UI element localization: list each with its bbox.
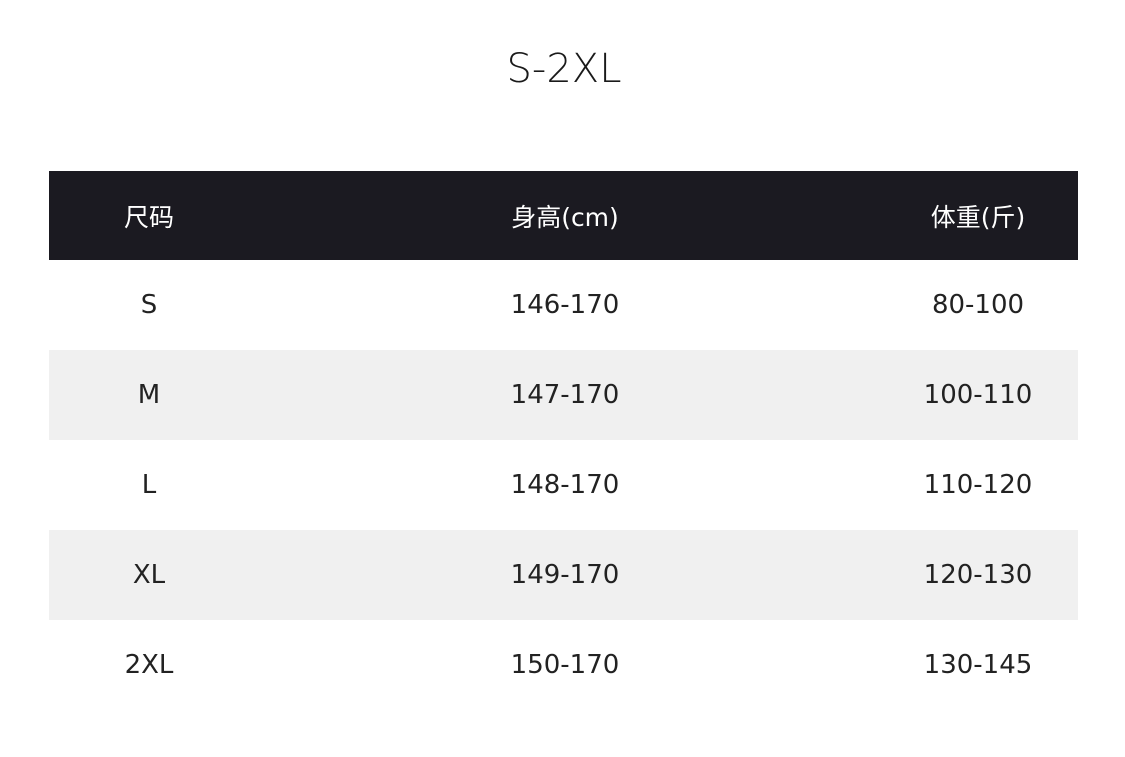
header-height: 身高(cm) [511, 202, 619, 232]
header-weight: 体重(斤) [930, 202, 1026, 232]
weight-cell: 120-130 [923, 560, 1033, 590]
weight-cell: 130-145 [923, 650, 1033, 680]
height-cell: 146-170 [510, 290, 620, 320]
weight-cell: 110-120 [923, 470, 1033, 500]
table-row: S 146-170 80-100 [49, 260, 1078, 350]
height-cell: 147-170 [510, 380, 620, 410]
size-cell: L [141, 470, 157, 500]
size-cell: 2XL [124, 650, 174, 680]
header-size: 尺码 [123, 202, 174, 232]
table-row: XL 149-170 120-130 [49, 530, 1078, 620]
table-row: M 147-170 100-110 [49, 350, 1078, 440]
table-row: 2XL 150-170 130-145 [49, 620, 1078, 710]
weight-cell: 80-100 [931, 290, 1025, 320]
weight-cell: 100-110 [923, 380, 1033, 410]
size-cell: S [140, 290, 158, 320]
size-chart-table: 尺码 身高(cm) 体重(斤) S 146-170 80-100 M 147-1… [49, 171, 1078, 710]
table-header: 尺码 身高(cm) 体重(斤) [49, 171, 1078, 260]
page-title: S-2XL [506, 46, 622, 92]
height-cell: 149-170 [510, 560, 620, 590]
size-cell: XL [132, 560, 166, 590]
size-cell: M [137, 380, 161, 410]
table-row: L 148-170 110-120 [49, 440, 1078, 530]
height-cell: 150-170 [510, 650, 620, 680]
height-cell: 148-170 [510, 470, 620, 500]
